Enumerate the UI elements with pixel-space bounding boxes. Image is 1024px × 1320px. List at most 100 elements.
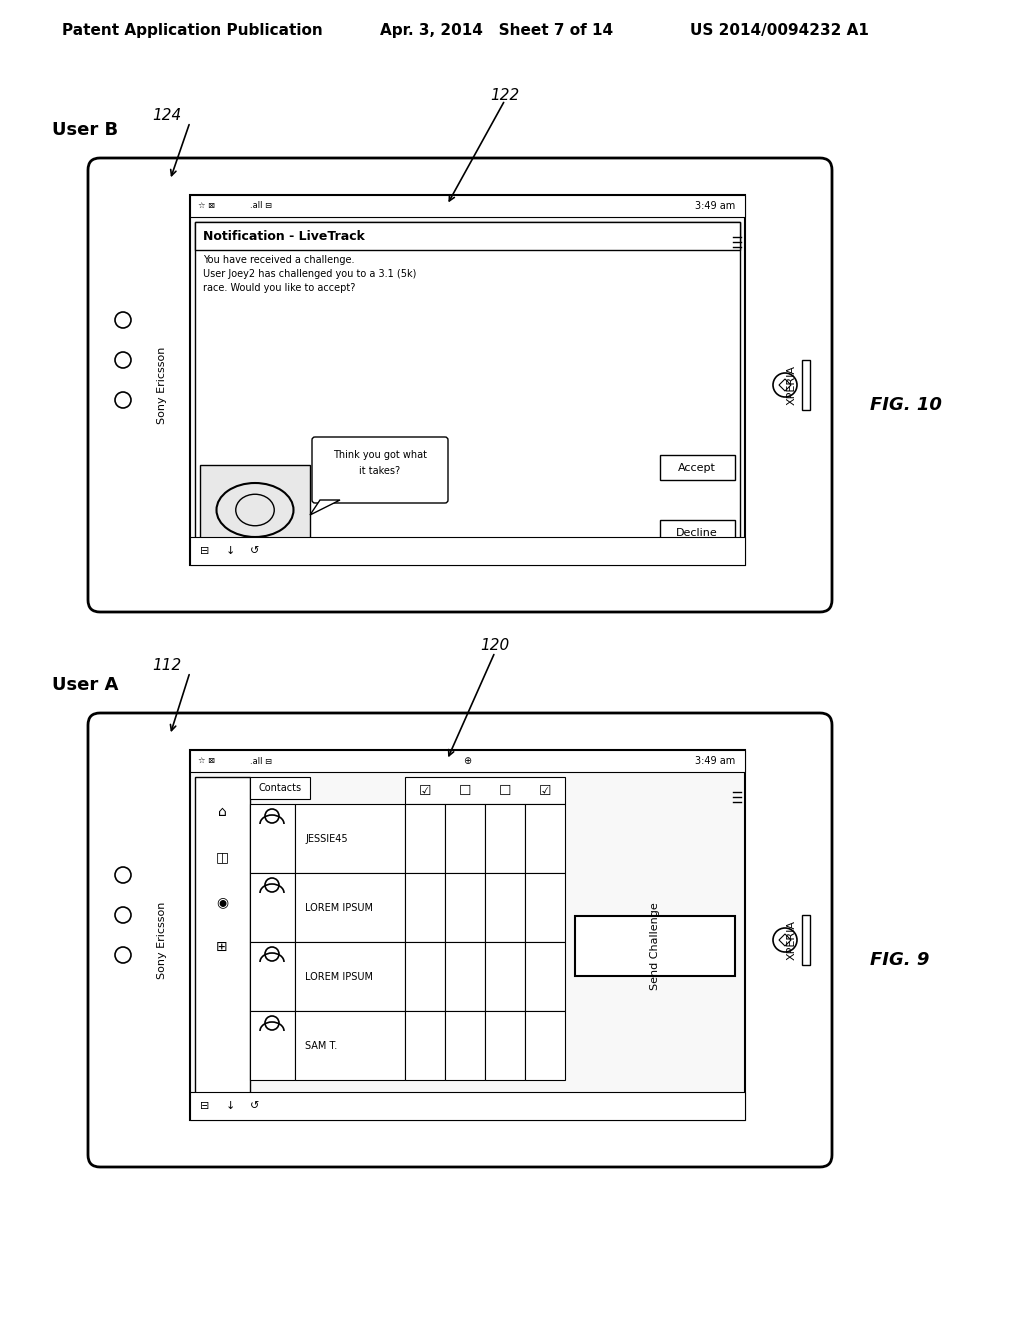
Text: ⊟: ⊟ (201, 546, 210, 556)
Text: 120: 120 (480, 638, 509, 652)
Text: 3:49 am: 3:49 am (694, 756, 735, 766)
Bar (660, 455, 735, 480)
Bar (485, 804, 525, 873)
FancyBboxPatch shape (88, 713, 831, 1167)
Circle shape (115, 946, 131, 964)
Bar (660, 520, 735, 545)
Bar (406, 777, 565, 804)
Text: ↓: ↓ (225, 1101, 234, 1111)
Circle shape (115, 392, 131, 408)
Text: Patent Application Publication: Patent Application Publication (62, 22, 323, 37)
Text: 3:49 am: 3:49 am (694, 201, 735, 211)
Text: XPERIA: XPERIA (787, 920, 797, 960)
Text: 124: 124 (152, 107, 181, 123)
Text: You have received a challenge.: You have received a challenge. (203, 255, 354, 265)
Text: ◉: ◉ (216, 895, 228, 909)
Text: it takes?: it takes? (359, 466, 400, 477)
Text: Send Challenge: Send Challenge (650, 902, 660, 990)
Text: Notification - LiveTrack: Notification - LiveTrack (203, 230, 365, 243)
Text: ↓: ↓ (225, 546, 234, 556)
Bar (295, 942, 406, 1011)
Bar (195, 222, 740, 560)
Text: ↺: ↺ (250, 546, 260, 556)
Bar (195, 777, 250, 1115)
Text: JESSIE45: JESSIE45 (305, 834, 347, 843)
Text: ☐: ☐ (459, 784, 471, 799)
Bar (250, 1011, 295, 1080)
Text: ☑: ☑ (539, 784, 551, 799)
Circle shape (115, 352, 131, 368)
Circle shape (773, 374, 797, 397)
Text: User Joey2 has challenged you to a 3.1 (5k): User Joey2 has challenged you to a 3.1 (… (203, 269, 417, 279)
Text: Think you got what: Think you got what (333, 450, 427, 459)
Bar (406, 873, 445, 942)
Polygon shape (310, 500, 340, 515)
Text: ⊞: ⊞ (216, 940, 227, 954)
Text: Sony Ericsson: Sony Ericsson (157, 346, 167, 424)
Polygon shape (779, 379, 791, 391)
Bar (525, 873, 565, 942)
Bar (195, 222, 740, 249)
Bar (445, 804, 485, 873)
Bar (295, 1011, 406, 1080)
Polygon shape (779, 935, 791, 946)
Bar (445, 942, 485, 1011)
Text: SAM T.: SAM T. (305, 1041, 337, 1051)
Bar (406, 804, 445, 873)
Bar (485, 942, 525, 1011)
Circle shape (115, 867, 131, 883)
Text: race. Would you like to accept?: race. Would you like to accept? (203, 282, 355, 293)
Circle shape (773, 928, 797, 952)
Text: ☆ ⊠: ☆ ⊠ (198, 202, 215, 210)
Text: LOREM IPSUM: LOREM IPSUM (305, 903, 373, 913)
Bar (575, 916, 735, 975)
Bar (485, 1011, 525, 1080)
Text: ☐: ☐ (499, 784, 511, 799)
Bar (250, 777, 310, 799)
Text: XPERIA: XPERIA (787, 366, 797, 405)
Text: User A: User A (52, 676, 119, 694)
Text: LOREM IPSUM: LOREM IPSUM (305, 972, 373, 982)
Bar (295, 873, 406, 942)
Bar (190, 750, 745, 1119)
Bar (250, 873, 295, 942)
Bar (525, 804, 565, 873)
Bar (445, 1011, 485, 1080)
Circle shape (115, 312, 131, 327)
Bar (445, 873, 485, 942)
Bar (190, 195, 745, 565)
Text: FIG. 10: FIG. 10 (870, 396, 942, 414)
Text: Apr. 3, 2014   Sheet 7 of 14: Apr. 3, 2014 Sheet 7 of 14 (380, 22, 613, 37)
FancyBboxPatch shape (88, 158, 831, 612)
Bar (190, 1092, 745, 1119)
FancyBboxPatch shape (312, 437, 449, 503)
Bar (525, 1011, 565, 1080)
Text: ◫: ◫ (215, 850, 228, 865)
Text: ⊟: ⊟ (201, 1101, 210, 1111)
Bar (295, 804, 406, 873)
Bar (485, 873, 525, 942)
Bar (250, 942, 295, 1011)
Bar (802, 360, 810, 411)
Text: 122: 122 (490, 87, 519, 103)
Bar (200, 465, 310, 554)
Bar (190, 195, 745, 216)
Bar (190, 750, 745, 772)
Text: ⌂: ⌂ (218, 805, 226, 818)
Text: ⊕: ⊕ (463, 756, 471, 766)
Text: 112: 112 (152, 657, 181, 672)
Text: FIG. 9: FIG. 9 (870, 950, 930, 969)
Text: US 2014/0094232 A1: US 2014/0094232 A1 (690, 22, 869, 37)
Text: .all ⊟: .all ⊟ (250, 202, 272, 210)
Text: ☑: ☑ (419, 784, 431, 799)
Bar (406, 942, 445, 1011)
Circle shape (115, 907, 131, 923)
Bar (190, 537, 745, 565)
Bar (525, 942, 565, 1011)
Text: Decline: Decline (676, 528, 718, 539)
Text: Contacts: Contacts (258, 783, 301, 793)
Text: .all ⊟: .all ⊟ (250, 756, 272, 766)
Text: Accept: Accept (678, 463, 716, 473)
Text: Sony Ericsson: Sony Ericsson (157, 902, 167, 978)
Text: User B: User B (52, 121, 118, 139)
